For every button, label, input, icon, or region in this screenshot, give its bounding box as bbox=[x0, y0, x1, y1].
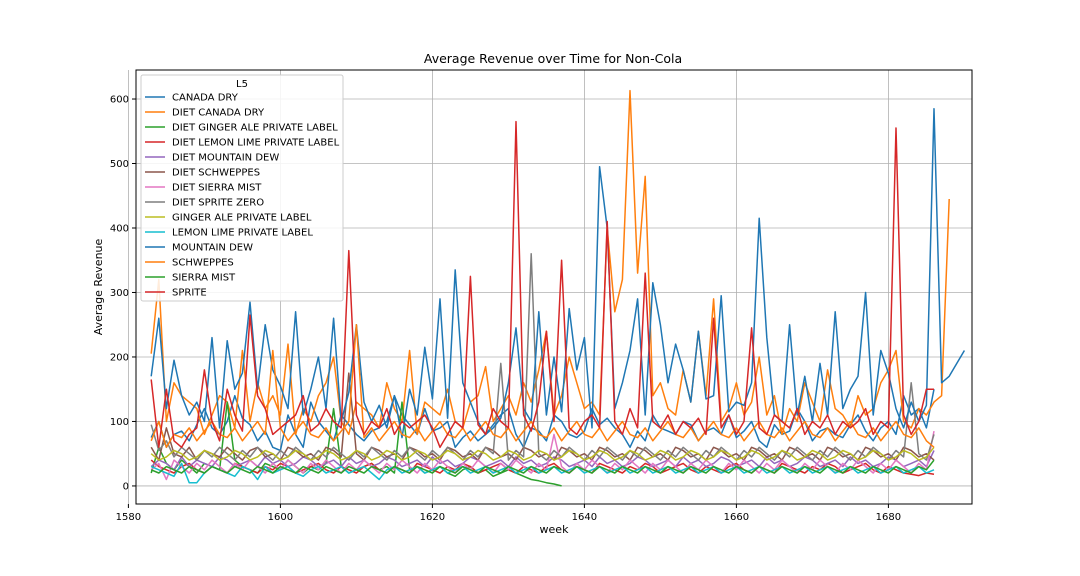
legend-box bbox=[140, 74, 344, 302]
y-tick-label: 0 bbox=[123, 481, 129, 492]
chart-title: Average Revenue over Time for Non-Cola bbox=[424, 51, 682, 66]
y-tick-label: 300 bbox=[110, 288, 129, 299]
legend-label-mountain-dew: MOUNTAIN DEW bbox=[172, 243, 253, 254]
x-tick-label: 1620 bbox=[420, 512, 445, 523]
x-tick-label: 1660 bbox=[724, 512, 749, 523]
series-line-schweppes bbox=[150, 323, 935, 449]
series-line-diet-sierra-mist bbox=[150, 430, 935, 481]
legend-label-canada-dry: CANADA DRY bbox=[172, 93, 239, 104]
y-axis: 0 100 200 300 400 500 600 bbox=[110, 95, 136, 492]
y-tick-label: 500 bbox=[110, 159, 129, 170]
series-line-mountain-dew bbox=[150, 107, 966, 439]
legend-title: L5 bbox=[236, 79, 248, 90]
y-tick-label: 400 bbox=[110, 223, 129, 234]
series-line-diet-lemon-lime-private-label bbox=[150, 459, 935, 477]
y-tick-label: 100 bbox=[110, 417, 129, 428]
legend-label-lemon-lime-private-label: LEMON LIME PRIVATE LABEL bbox=[172, 228, 313, 239]
legend-label-sprite: SPRITE bbox=[172, 288, 207, 299]
x-tick-label: 1580 bbox=[116, 512, 141, 523]
legend-label-diet-canada-dry: DIET CANADA DRY bbox=[172, 108, 265, 119]
legend-label-diet-ginger-ale-private-label: DIET GINGER ALE PRIVATE LABEL bbox=[172, 123, 338, 134]
legend-label-diet-schweppes: DIET SCHWEPPES bbox=[172, 168, 260, 179]
x-axis-label: week bbox=[540, 523, 570, 536]
legend-label-diet-lemon-lime-private-label: DIET LEMON LIME PRIVATE LABEL bbox=[172, 138, 340, 149]
y-tick-label: 200 bbox=[110, 352, 129, 363]
series-line-diet-sprite-zero bbox=[150, 253, 935, 461]
legend-label-diet-mountain-dew: DIET MOUNTAIN DEW bbox=[172, 153, 279, 164]
series-line-sierra-mist bbox=[150, 459, 935, 474]
legend-label-schweppes: SCHWEPPES bbox=[172, 258, 234, 269]
series-line-sprite bbox=[150, 120, 934, 449]
series-line-ginger-ale-private-label bbox=[150, 446, 935, 461]
legend-label-diet-sprite-zero: DIET SPRITE ZERO bbox=[172, 198, 264, 209]
grid bbox=[127, 70, 972, 504]
legend-label-ginger-ale-private-label: GINGER ALE PRIVATE LABEL bbox=[172, 213, 312, 224]
x-axis: 1580 1600 1620 1640 1660 1680 bbox=[116, 504, 901, 523]
y-tick-label: 600 bbox=[110, 95, 129, 106]
legend: L5 CANADA DRY DIET CANADA DRY DIET GINGER … bbox=[140, 74, 344, 302]
legend-label-sierra-mist: SIERRA MIST bbox=[172, 273, 236, 284]
plot-area bbox=[135, 69, 973, 505]
legend-items: CANADA DRY DIET CANADA DRY DIET GINGER ALE… bbox=[145, 93, 340, 299]
x-tick-label: 1680 bbox=[876, 512, 901, 523]
x-tick-label: 1600 bbox=[268, 512, 293, 523]
legend-label-diet-sierra-mist: DIET SIERRA MIST bbox=[172, 183, 262, 194]
y-axis-label: Average Revenue bbox=[92, 238, 105, 335]
x-tick-label: 1640 bbox=[572, 512, 597, 523]
series-line-diet-schweppes bbox=[150, 372, 935, 461]
series-layer bbox=[150, 89, 966, 487]
